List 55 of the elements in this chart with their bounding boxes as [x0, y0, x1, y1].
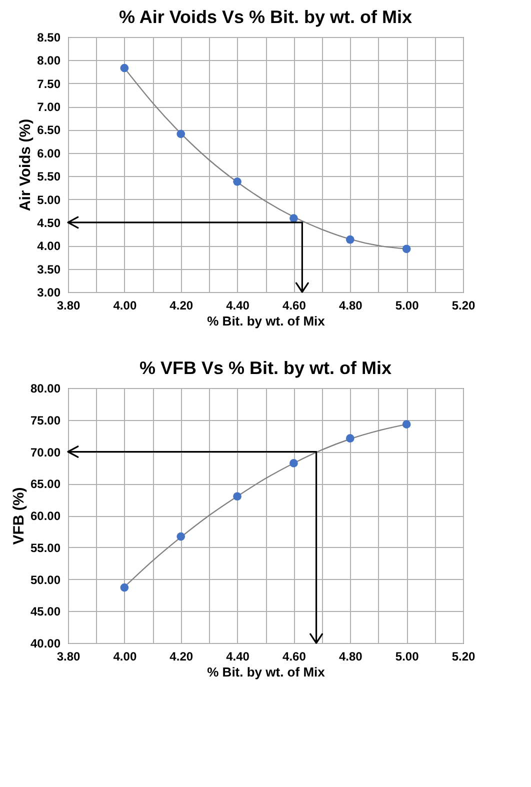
- x-tick-label: 4.00: [113, 650, 137, 664]
- x-tick-label: 4.80: [338, 298, 363, 312]
- y-tick-label: 75.00: [30, 413, 61, 428]
- point: [176, 532, 186, 541]
- point: [290, 459, 298, 468]
- y-tick-label: 5.00: [37, 192, 61, 207]
- point: [233, 492, 242, 501]
- y-tick-label: 7.00: [37, 100, 61, 114]
- point: [233, 177, 242, 186]
- y-tick-label: 4.50: [37, 216, 61, 230]
- point: [402, 244, 411, 254]
- y-tick-label: 65.00: [30, 477, 61, 492]
- y-tick-label: 40.00: [30, 636, 61, 650]
- x-tick-label: 4.20: [170, 650, 194, 664]
- chart-title: % VFB Vs % Bit. by wt. of Mix: [139, 358, 392, 378]
- x-tick-label: 4.40: [226, 650, 250, 664]
- y-tick-label: 50.00: [30, 572, 61, 587]
- point: [120, 64, 129, 72]
- y-tick-label: 4.00: [37, 239, 61, 254]
- y-tick-label: 3.50: [37, 262, 61, 276]
- x-tick-label: 5.20: [452, 650, 476, 664]
- y-tick-label: 55.00: [30, 540, 61, 555]
- x-tick-label: 5.00: [395, 650, 420, 664]
- x-tick-label: 4.40: [226, 298, 250, 312]
- x-tick-label: 5.00: [395, 298, 420, 312]
- x-tick-label: 4.80: [338, 650, 363, 664]
- x-tick-label: 4.60: [282, 298, 306, 312]
- y-tick-label: 3.00: [37, 286, 61, 300]
- y-tick-label: 45.00: [30, 604, 61, 619]
- y-tick-label: 6.00: [37, 146, 61, 160]
- point: [346, 235, 354, 244]
- y-tick-label: 8.00: [37, 54, 61, 68]
- x-axis-title: % Bit. by wt. of Mix: [207, 664, 326, 680]
- y-tick-label: 5.50: [37, 170, 61, 184]
- point: [176, 130, 186, 138]
- point: [120, 583, 129, 592]
- x-tick-label: 4.60: [282, 650, 306, 664]
- y-tick-label: 80.00: [30, 382, 61, 396]
- y-tick-label: 8.50: [37, 30, 61, 44]
- point: [290, 214, 298, 222]
- y-axis-title: VFB (%): [10, 487, 28, 545]
- y-tick-label: 70.00: [30, 445, 61, 460]
- x-tick-label: 4.00: [113, 298, 137, 312]
- x-tick-label: 4.20: [170, 298, 194, 312]
- x-tick-label: 3.80: [56, 298, 80, 312]
- point: [402, 420, 411, 429]
- x-axis-title: % Bit. by wt. of Mix: [207, 314, 326, 328]
- x-tick-label: 5.20: [452, 298, 476, 312]
- y-tick-label: 60.00: [30, 509, 61, 523]
- x-tick-label: 3.80: [56, 650, 80, 664]
- chart-title: % Air Voids Vs % Bit. by wt. of Mix: [118, 7, 412, 27]
- y-tick-label: 7.50: [37, 76, 61, 91]
- point: [346, 434, 354, 443]
- y-tick-label: 6.50: [37, 123, 61, 138]
- y-axis-title: Air Voids (%): [17, 118, 34, 212]
